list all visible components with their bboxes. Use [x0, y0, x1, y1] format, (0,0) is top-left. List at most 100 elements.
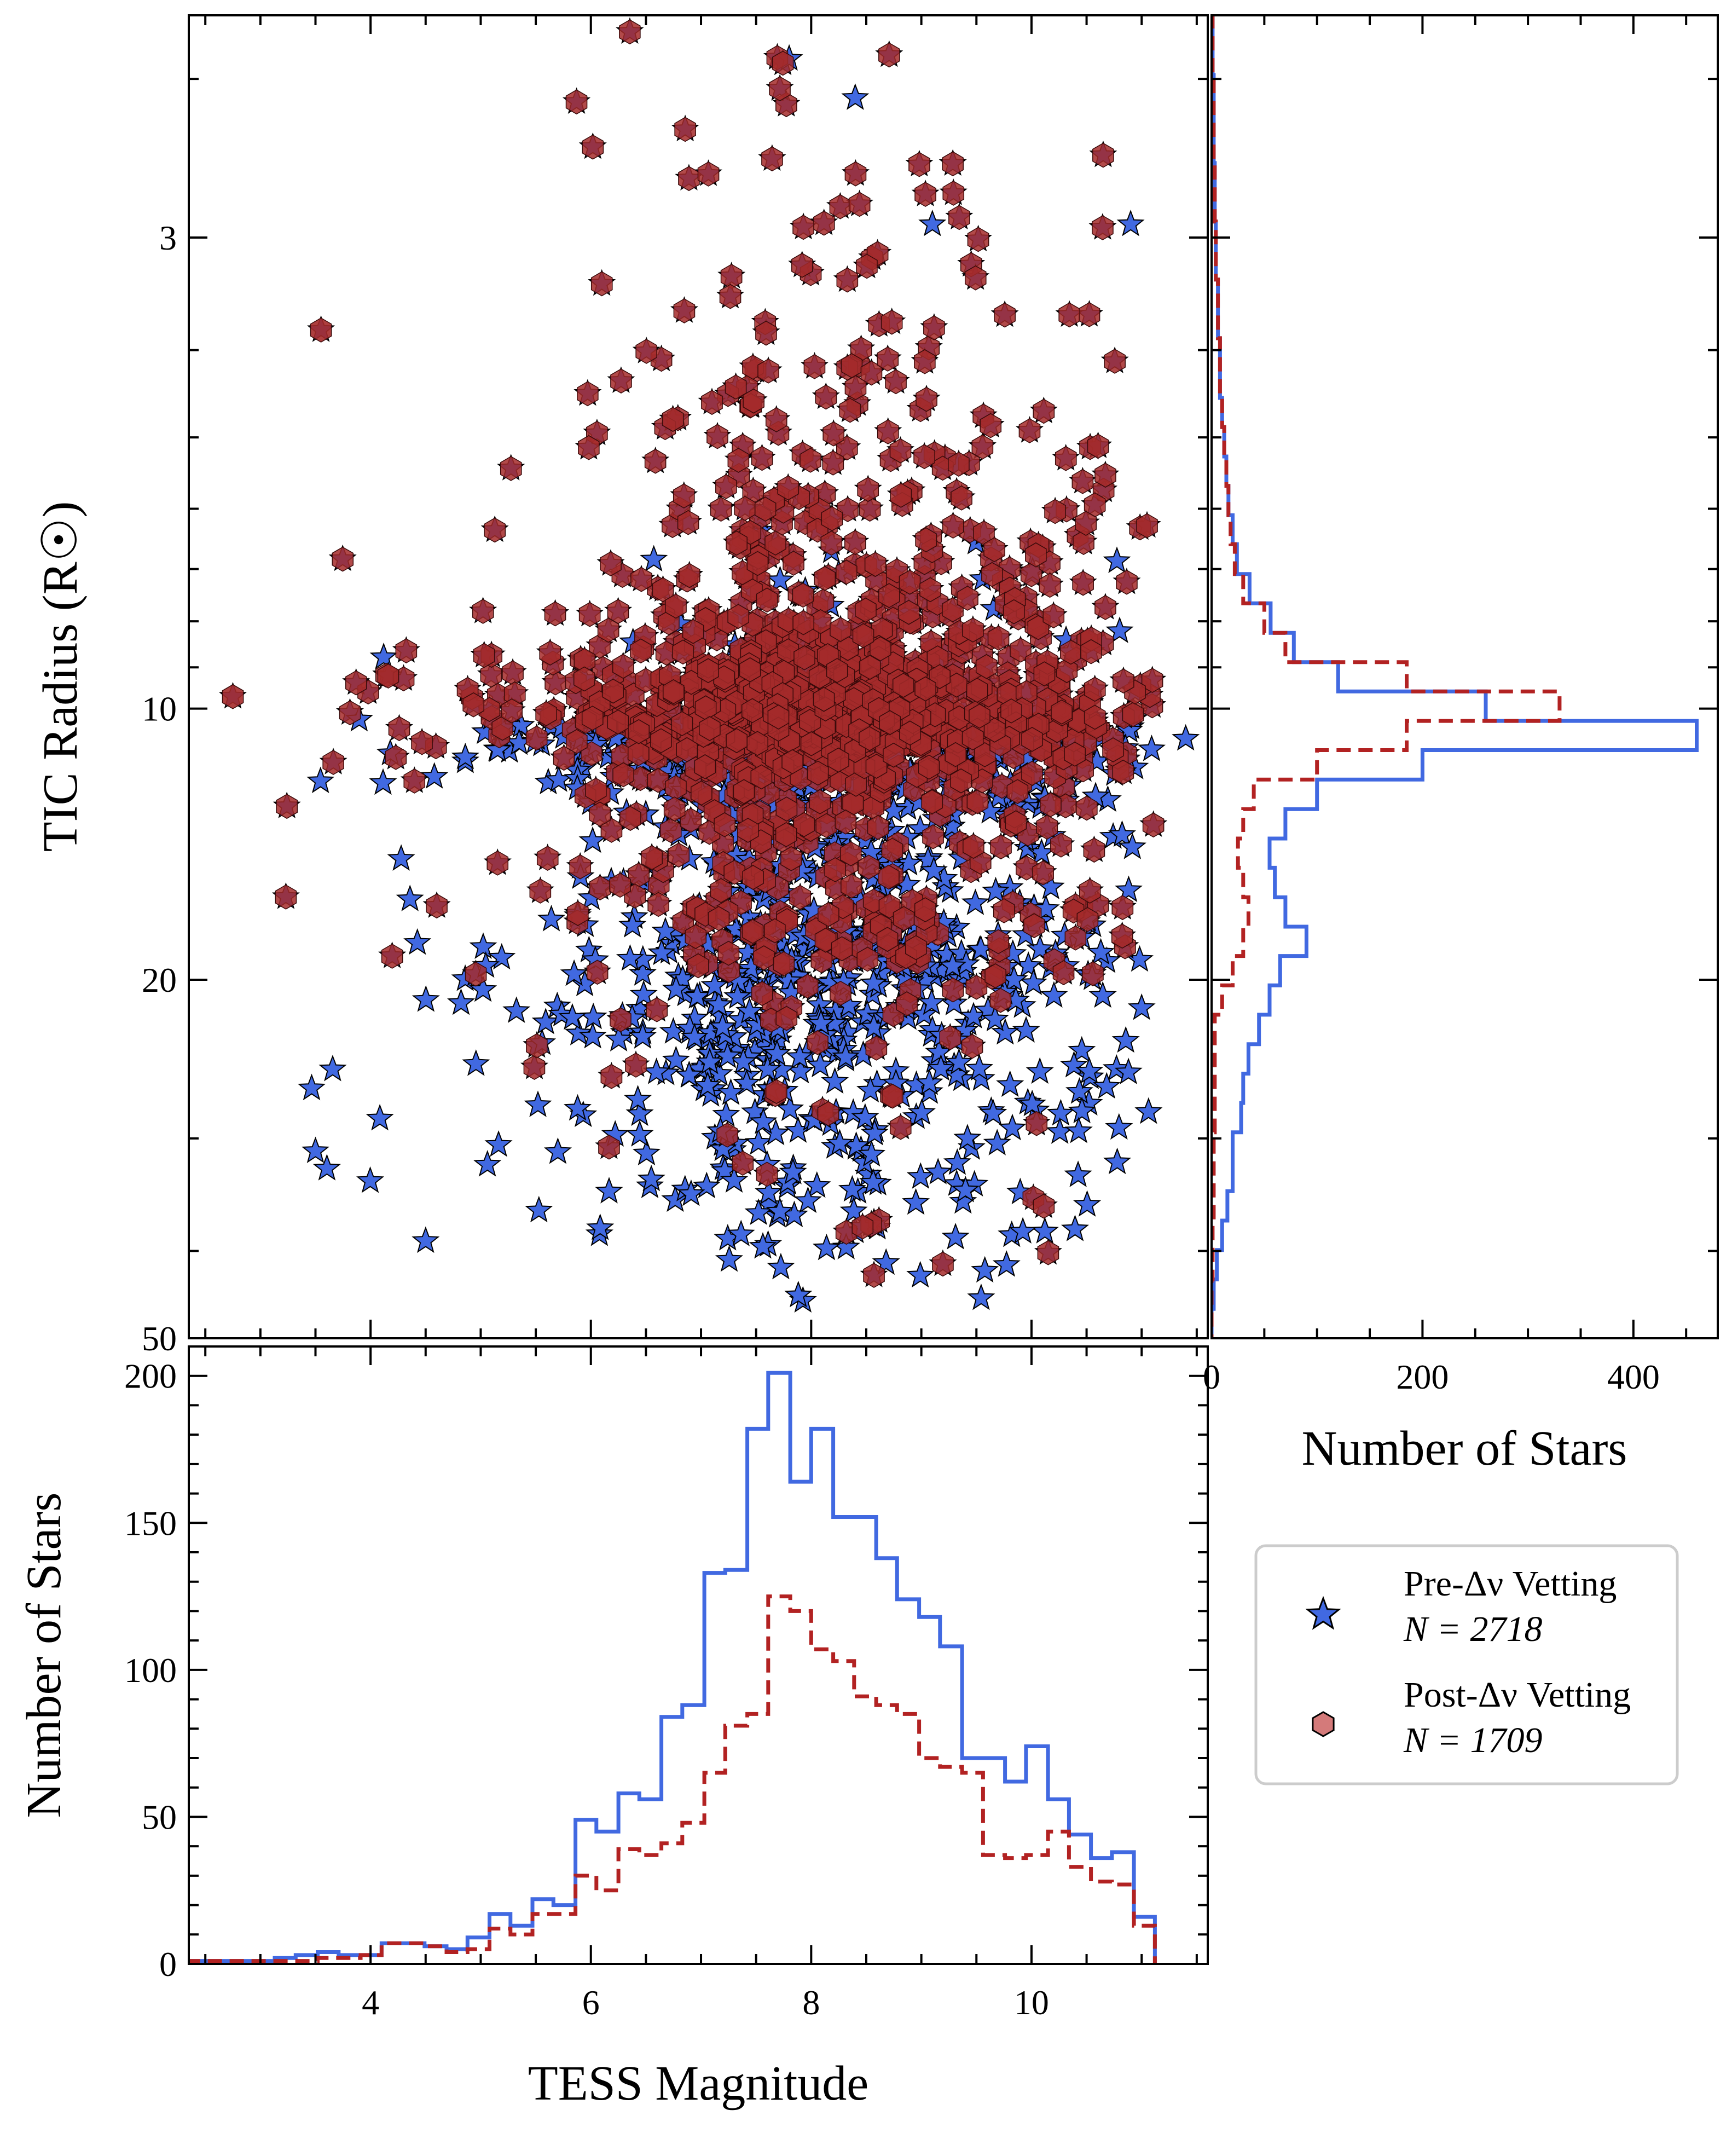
scatter-point-post	[1082, 961, 1104, 986]
scatter-point-post	[377, 663, 399, 689]
scatter-point-post	[820, 530, 843, 556]
scatter-point-post	[607, 599, 629, 625]
scatter-point-pre	[677, 1179, 705, 1206]
scatter-point-post	[899, 569, 921, 595]
scatter-point-pre	[945, 1048, 974, 1075]
scatter-point-post	[989, 987, 1012, 1013]
scatter-point-post	[1005, 810, 1027, 836]
scatter-point-post	[814, 565, 836, 591]
scatter-point-post	[565, 729, 588, 754]
scatter-point-pre	[525, 1195, 553, 1223]
scatter-point-pre	[1065, 1077, 1094, 1104]
scatter-point-post	[718, 958, 740, 983]
scatter-point-post	[809, 789, 831, 814]
scatter-point-pre	[662, 1045, 690, 1073]
radius-histogram-series	[1212, 15, 1699, 1338]
scatter-point-post	[426, 893, 448, 919]
scatter-point-pre	[1103, 1147, 1132, 1175]
scatter-point-post	[1052, 960, 1075, 985]
scatter-point-post	[1122, 702, 1144, 727]
scatter-point-post	[630, 567, 652, 592]
scatter-point-pre	[859, 968, 888, 996]
scatter-point-post	[932, 1251, 954, 1277]
scatter-point-pre	[312, 1154, 341, 1181]
scatter-point-pre	[998, 1113, 1027, 1141]
scatter-y-tick-label: 10	[142, 690, 177, 729]
scatter-point-post	[826, 658, 848, 683]
scatter-point-pre	[727, 1219, 755, 1247]
scatter-point-pre	[831, 1042, 860, 1070]
scatter-point-post	[619, 19, 641, 45]
scatter-point-pre	[469, 975, 497, 1002]
scatter-point-pre	[1114, 1057, 1143, 1084]
scatter-point-post	[807, 760, 829, 786]
scatter-point-post	[665, 593, 687, 619]
scatter-point-post	[815, 384, 837, 410]
scatter-point-post	[867, 814, 889, 840]
scatter-point-post	[793, 645, 815, 671]
scatter-point-post	[817, 1101, 839, 1126]
scatter-point-pre	[1116, 209, 1145, 236]
scatter-point-pre	[462, 1049, 490, 1076]
scatter-point-post	[674, 117, 696, 142]
scatter-point-post	[859, 496, 881, 522]
scatter-point-pre	[502, 996, 531, 1023]
scatter-point-post	[647, 767, 669, 793]
scatter-point-post	[682, 619, 704, 644]
scatter-point-post	[1084, 704, 1106, 730]
scatter-point-post	[1079, 878, 1101, 904]
legend-label-post: Post-Δν Vetting	[1404, 1675, 1631, 1715]
scatter-point-post	[993, 898, 1015, 923]
scatter-point-post	[971, 434, 994, 460]
scatter-point-post	[841, 353, 863, 378]
scatter-point-pre	[700, 971, 729, 998]
legend-label-pre: Pre-Δν Vetting	[1404, 1564, 1617, 1604]
scatter-point-pre	[318, 1054, 347, 1082]
scatter-point-post	[950, 768, 972, 794]
radius-histogram-x-axis-title: Number of Stars	[1302, 1421, 1627, 1476]
scatter-point-post	[332, 546, 354, 572]
scatter-point-pre	[1105, 1113, 1133, 1140]
magnitude-histogram-y-tick-label: 100	[124, 1651, 177, 1690]
scatter-point-post	[625, 1053, 647, 1078]
radius-histogram-frame	[1210, 14, 1719, 1339]
scatter-point-post	[824, 857, 846, 882]
scatter-point-post	[1021, 727, 1043, 752]
scatter-point-pre	[803, 1171, 831, 1198]
scatter-point-post	[848, 192, 871, 217]
scatter-point-post	[807, 1030, 829, 1055]
scatter-point-pre	[297, 1073, 326, 1101]
scatter-point-pre	[716, 1078, 745, 1105]
scatter-point-pre	[941, 1223, 970, 1250]
scatter-point-pre	[1088, 981, 1117, 1008]
scatter-point-pre	[943, 1148, 971, 1175]
magnitude-histogram-series	[189, 1371, 1157, 1964]
scatter-point-post	[879, 710, 901, 736]
scatter-point-post	[701, 390, 723, 415]
scatter-point-pre	[1061, 1215, 1090, 1241]
scatter-point-post	[1033, 661, 1056, 686]
scatter-point-pre	[919, 856, 948, 883]
scatter-point-pre	[1172, 724, 1200, 751]
scatter-point-pre	[628, 959, 657, 986]
scatter-point-pre	[754, 1178, 783, 1205]
scatter-point-post	[827, 747, 849, 773]
scatter-point-post	[913, 444, 935, 470]
scatter-point-pre	[531, 1007, 560, 1034]
scatter-point-post	[764, 530, 786, 556]
scatter-point-post	[535, 701, 557, 726]
scatter-point-pre	[704, 990, 733, 1017]
scatter-point-post	[345, 670, 367, 696]
scatter-point-post	[1051, 700, 1073, 725]
scatter-point-pre	[1009, 1217, 1037, 1244]
scatter-point-post	[890, 483, 912, 508]
scatter-point-post	[612, 654, 634, 679]
scatter-point-post	[914, 676, 936, 702]
scatter-point-pre	[708, 1012, 737, 1039]
scatter-point-pre	[1075, 1056, 1104, 1084]
scatter-point-post	[990, 834, 1012, 860]
scatter-point-post	[764, 918, 786, 944]
scatter-point-pre	[1118, 833, 1146, 859]
scatter-point-pre	[632, 1138, 661, 1166]
